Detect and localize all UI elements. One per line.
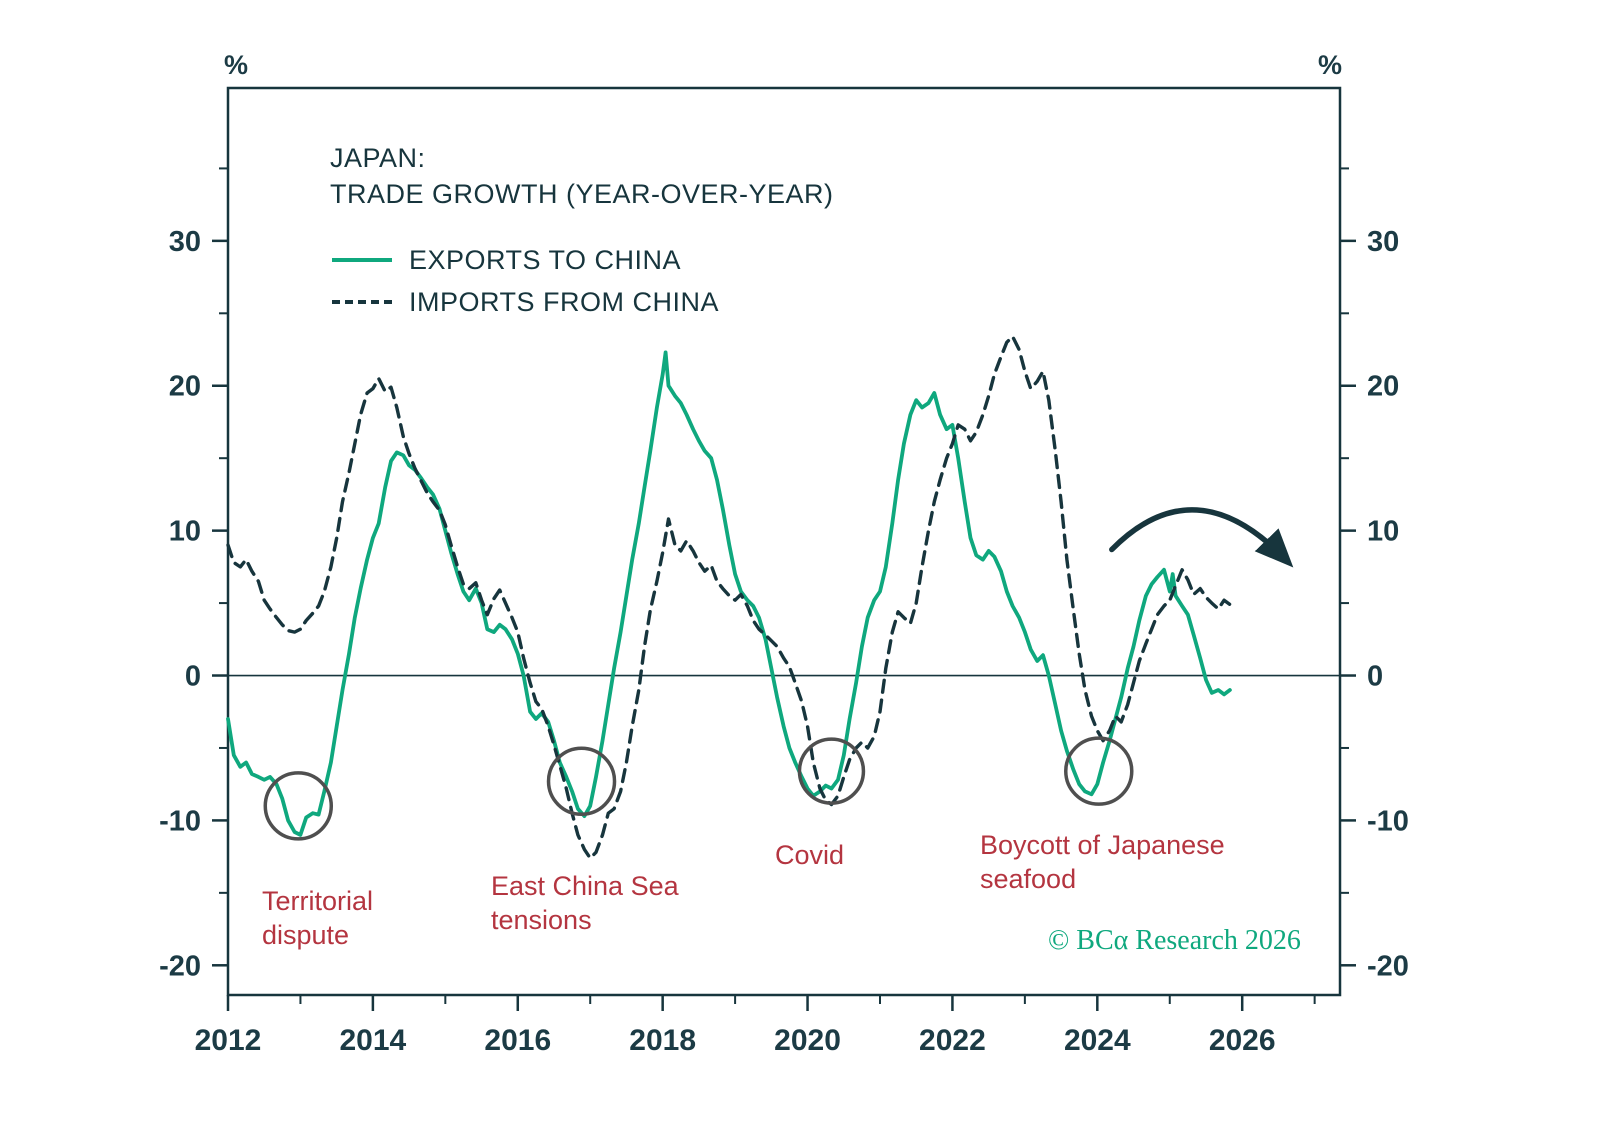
legend: EXPORTS TO CHINA IMPORTS FROM CHINA — [332, 239, 719, 323]
svg-text:2026: 2026 — [1209, 1024, 1276, 1057]
chart-title-line2: TRADE GROWTH (YEAR-OVER-YEAR) — [330, 179, 834, 209]
svg-text:10: 10 — [169, 516, 201, 548]
svg-text:0: 0 — [1367, 661, 1383, 693]
svg-text:0: 0 — [185, 661, 201, 693]
legend-label-exports: EXPORTS TO CHINA — [409, 244, 682, 275]
legend-item-imports: IMPORTS FROM CHINA — [332, 281, 719, 323]
copyright-notice: © BCα Research 2026 — [1048, 925, 1301, 956]
svg-text:2014: 2014 — [340, 1024, 407, 1057]
annotation-territorial-dispute: Territorial dispute — [262, 886, 374, 950]
svg-text:-10: -10 — [159, 805, 201, 837]
y-axis-unit-left: % — [224, 50, 249, 80]
svg-text:30: 30 — [1367, 226, 1399, 258]
svg-text:30: 30 — [169, 226, 201, 258]
solid-line-swatch — [332, 258, 392, 262]
y-axis-unit-right: % — [1318, 50, 1343, 80]
svg-text:-20: -20 — [159, 950, 201, 982]
svg-text:2024: 2024 — [1064, 1024, 1131, 1057]
svg-text:2022: 2022 — [919, 1024, 986, 1057]
chart-title: JAPAN: TRADE GROWTH (YEAR-OVER-YEAR) — [330, 140, 834, 212]
svg-text:2012: 2012 — [195, 1024, 262, 1057]
svg-text:2018: 2018 — [629, 1024, 696, 1057]
dashed-line-swatch — [332, 300, 392, 304]
svg-text:10: 10 — [1367, 516, 1399, 548]
svg-text:2020: 2020 — [774, 1024, 841, 1057]
svg-text:20: 20 — [1367, 371, 1399, 403]
legend-item-exports: EXPORTS TO CHINA — [332, 239, 719, 281]
annotation-east-china-sea: East China Sea tensions — [491, 871, 679, 935]
svg-text:2016: 2016 — [484, 1024, 551, 1057]
annotation-covid: Covid — [775, 840, 845, 870]
annotation-boycott: Boycott of Japanese seafood — [980, 830, 1225, 894]
svg-text:-10: -10 — [1367, 805, 1409, 837]
legend-label-imports: IMPORTS FROM CHINA — [409, 286, 720, 317]
svg-text:-20: -20 — [1367, 950, 1409, 982]
svg-text:20: 20 — [169, 371, 201, 403]
chart-title-line1: JAPAN: — [330, 143, 426, 173]
